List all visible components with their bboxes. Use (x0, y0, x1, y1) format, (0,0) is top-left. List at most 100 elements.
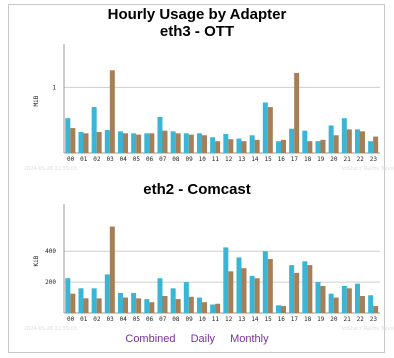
x-tick-label: 09 (185, 316, 193, 323)
bar-series-1 (236, 138, 242, 153)
bar-series-2 (346, 288, 352, 313)
page-title: Hourly Usage by Adapter (107, 6, 287, 23)
bar-series-1 (223, 133, 229, 153)
bar-series-1 (144, 133, 150, 153)
bar-series-1 (249, 275, 255, 313)
x-tick-label: 12 (225, 316, 233, 323)
bar-series-2 (294, 72, 300, 153)
bar-series-2 (320, 285, 326, 313)
bar-series-1 (328, 125, 334, 153)
bar-series-2 (307, 265, 313, 313)
bar-series-2 (96, 298, 102, 313)
footer-right: vnStat / Teemu Toivola (342, 166, 394, 172)
bar-series-2 (201, 302, 207, 313)
x-tick-label: 00 (67, 156, 75, 163)
x-tick-label: 15 (264, 316, 272, 323)
x-tick-label: 11 (212, 156, 220, 163)
bar-series-1 (275, 141, 281, 153)
bar-series-2 (215, 303, 221, 313)
bar-series-1 (183, 133, 189, 153)
bar-series-1 (368, 141, 374, 153)
bar-series-2 (333, 297, 339, 313)
x-tick-label: 15 (264, 156, 272, 163)
x-tick-label: 17 (291, 156, 299, 163)
chart-eth2: 200 400 KiB 00 01 02 03 04 05 06 07 08 09 10 11 12 13 14 1… (24, 204, 394, 330)
x-tick-label: 12 (225, 156, 233, 163)
x-tick-label: 16 (278, 156, 286, 163)
bar-series-2 (70, 293, 76, 313)
x-tick-label: 22 (357, 316, 365, 323)
bar-series-1 (315, 141, 321, 153)
x-tick-label: 14 (251, 156, 259, 163)
bar-series-2 (122, 133, 128, 153)
bar-series-2 (333, 135, 339, 153)
y-axis-label: MiB (33, 95, 40, 106)
bar-series-1 (210, 137, 216, 153)
bar-series-2 (267, 107, 273, 153)
bar-series-2 (241, 268, 247, 313)
bar-series-2 (149, 302, 155, 313)
bar-series-2 (175, 299, 181, 313)
bar-series-1 (275, 305, 281, 313)
bar-series-2 (136, 298, 142, 313)
bar-series-1 (328, 293, 334, 313)
bar-series-2 (96, 132, 102, 153)
x-tick-label: 06 (146, 316, 154, 323)
bar-series-1 (196, 297, 202, 313)
bar-series-2 (201, 135, 207, 153)
bar-series-1 (236, 257, 242, 313)
bar-series-1 (91, 107, 97, 153)
x-tick-label: 05 (133, 156, 141, 163)
bar-series-2 (320, 139, 326, 153)
bar-series-2 (359, 296, 365, 313)
x-tick-label: 10 (199, 156, 207, 163)
x-tick-label: 11 (212, 316, 220, 323)
x-tick-label: 19 (317, 316, 325, 323)
bar-series-1 (170, 288, 176, 313)
x-tick-label: 20 (330, 156, 338, 163)
bar-series-2 (122, 297, 128, 313)
chart-title-eth3: eth3 - OTT (159, 23, 235, 40)
bar-series-2 (109, 226, 115, 313)
x-tick-label: 18 (304, 316, 312, 323)
bar-series-2 (346, 129, 352, 153)
bar-series-1 (302, 261, 308, 313)
view-links: Combined Daily Monthly (0, 333, 394, 345)
x-tick-label: 14 (251, 316, 259, 323)
footer-right: vnStat / Teemu Toivola (342, 326, 394, 330)
bar-series-1 (131, 292, 137, 313)
daily-link[interactable]: Daily (190, 333, 216, 345)
combined-link[interactable]: Combined (125, 333, 176, 345)
bar-series-2 (109, 70, 115, 153)
bar-series-2 (228, 271, 234, 313)
bar-series-1 (210, 304, 216, 313)
x-tick-label: 07 (159, 156, 167, 163)
x-tick-label: 02 (93, 156, 101, 163)
x-tick-label: 17 (291, 316, 299, 323)
bar-series-1 (91, 288, 97, 313)
bar-series-1 (170, 131, 176, 153)
x-tick-label: 22 (357, 156, 365, 163)
x-tick-label: 06 (146, 156, 154, 163)
x-tick-label: 04 (120, 316, 128, 323)
y-axis-label: KiB (33, 255, 40, 266)
bar-series-1 (249, 135, 255, 153)
bar-series-2 (280, 139, 286, 153)
bar-series-1 (144, 299, 150, 313)
bar-series-1 (341, 285, 347, 313)
x-tick-label: 13 (238, 316, 246, 323)
x-tick-label: 08 (172, 316, 180, 323)
bar-series-1 (262, 251, 268, 313)
x-tick-label: 04 (120, 156, 128, 163)
bar-series-2 (83, 298, 89, 313)
x-tick-label: 23 (370, 156, 378, 163)
bar-series-2 (215, 141, 221, 153)
bar-series-2 (149, 133, 155, 153)
chart-eth3: 1 MiB 00 01 02 03 04 05 06 07 08 09 10 11 12 13 14 15 16 17… (24, 44, 394, 172)
bar-series-2 (254, 139, 260, 153)
bar-series-1 (117, 131, 123, 153)
bar-series-1 (196, 133, 202, 153)
x-tick-label: 03 (106, 156, 114, 163)
monthly-link[interactable]: Monthly (230, 333, 269, 345)
x-tick-label: 13 (238, 156, 246, 163)
